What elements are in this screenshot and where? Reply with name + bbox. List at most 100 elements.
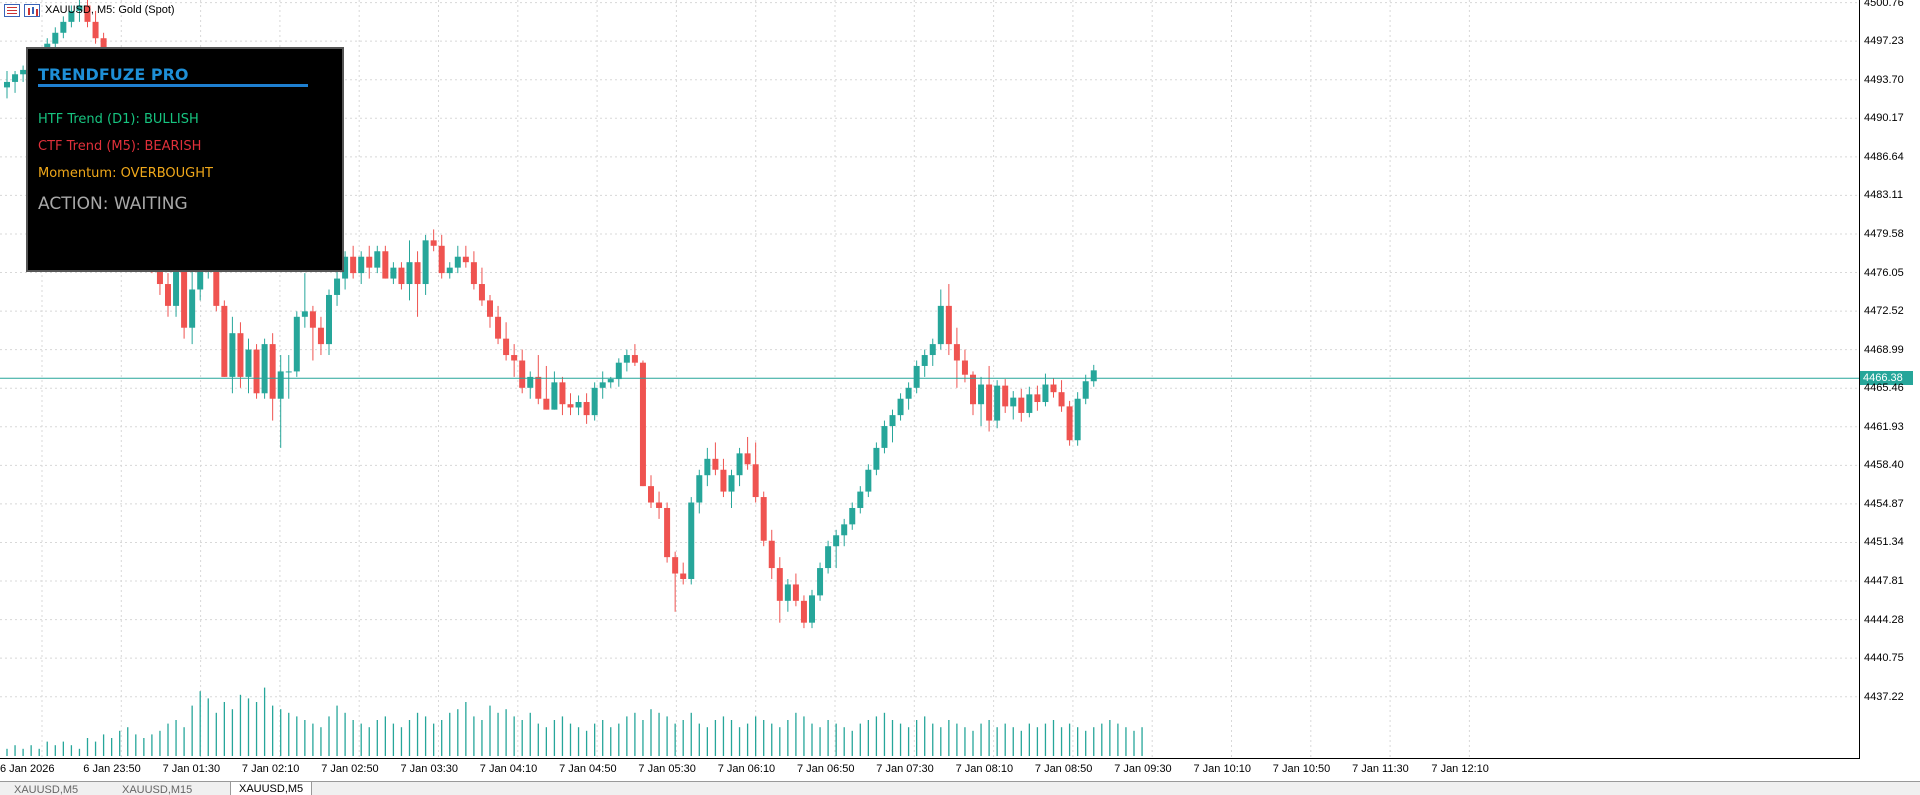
price-axis-label: 4465.46 [1864, 382, 1904, 395]
candle-body [945, 305, 952, 345]
candle-body [406, 262, 413, 285]
candle-body [768, 540, 775, 569]
candle-body [921, 355, 928, 366]
candle-body [559, 382, 566, 405]
price-axis-label: 4447.81 [1864, 575, 1904, 588]
time-axis-label: 7 Jan 02:50 [321, 763, 379, 775]
candle-body [889, 415, 896, 427]
price-axis-label: 4493.70 [1864, 73, 1904, 86]
candle-body [334, 278, 341, 295]
time-axis-label: 7 Jan 02:10 [241, 763, 300, 775]
candle-body [857, 491, 864, 508]
time-axis-label: 7 Jan 08:50 [1034, 763, 1093, 775]
candle-body [382, 251, 389, 279]
candle-body [495, 316, 502, 339]
action-text: ACTION: WAITING [38, 194, 188, 214]
time-axis-label: 7 Jan 11:30 [1352, 763, 1409, 775]
candle-body [680, 573, 687, 579]
candle-body [599, 382, 606, 388]
candle-body [92, 21, 99, 39]
candle-body [631, 355, 638, 363]
time-axis-label: 7 Jan 05:30 [638, 763, 696, 775]
candle-body [503, 338, 510, 356]
candle-body [720, 469, 727, 492]
candle-body [1010, 397, 1017, 407]
candle-body [937, 305, 944, 345]
candle-body [12, 74, 19, 82]
bar-chart-icon[interactable] [24, 3, 40, 17]
candle-body [833, 535, 840, 547]
htf-trend-text: HTF Trend (D1): BULLISH [38, 112, 199, 127]
candle-body [253, 349, 260, 394]
candle-body [470, 262, 477, 285]
list-icon[interactable] [4, 3, 20, 17]
candle-body [841, 524, 848, 536]
candle-body [60, 21, 67, 33]
candle-body [752, 464, 759, 498]
candle-body [929, 344, 936, 356]
candle-body [197, 262, 204, 290]
candle-body [165, 284, 171, 306]
chart-tab[interactable]: XAUUSD,M5 [14, 784, 79, 795]
chart-tab[interactable]: XAUUSD,M15 [122, 784, 193, 795]
candle-body [535, 376, 542, 399]
candle-body [961, 360, 968, 375]
candle-body [615, 362, 622, 380]
candle-body [1034, 394, 1041, 403]
time-axis-label: 7 Jan 07:30 [876, 763, 934, 775]
candle-body [905, 387, 912, 399]
candle-body [213, 251, 220, 306]
price-axis-label: 4476.05 [1864, 266, 1904, 279]
candle-body [664, 507, 671, 558]
candle-body [672, 557, 679, 574]
candle-body [800, 600, 807, 623]
candle-body [607, 379, 614, 383]
candle-body [398, 267, 405, 285]
price-axis-label: 4440.75 [1864, 652, 1904, 665]
candle-body [430, 240, 437, 246]
panel-title: TRENDFUZE PRO [38, 65, 189, 84]
candle-body [623, 355, 630, 363]
candle-body [897, 398, 904, 416]
candle-body [342, 256, 349, 279]
candle-body [478, 284, 485, 301]
candle-body [1066, 406, 1073, 441]
candle-body [583, 402, 590, 416]
candle-body [1042, 384, 1049, 403]
candle-body [784, 584, 791, 601]
candle-body [1026, 394, 1033, 413]
candle-body [277, 371, 284, 399]
candle-body [237, 333, 244, 377]
candle-body [817, 568, 824, 596]
candle-body [776, 568, 783, 601]
candle-body [1002, 385, 1009, 407]
candle-body [825, 546, 832, 569]
candle-body [527, 376, 534, 388]
candle-body [865, 469, 872, 492]
price-axis-label: 4483.11 [1864, 189, 1903, 202]
time-axis-label: 7 Jan 06:10 [717, 763, 776, 775]
candle-body [229, 333, 236, 377]
symbol-label: XAUUSD, M5: Gold (Spot) [45, 4, 175, 16]
candle-body [994, 385, 1001, 421]
candle-body [446, 267, 453, 274]
time-axis-label: 6 Jan 23:50 [83, 763, 141, 775]
candle-body [736, 453, 743, 476]
candle-body [245, 349, 252, 377]
candle-body [366, 256, 373, 268]
panel-divider [38, 84, 308, 87]
chart-tab[interactable]: XAUUSD,M5 [230, 782, 313, 795]
price-axis-label: 4458.40 [1864, 459, 1904, 472]
time-axis-label: 7 Jan 03:30 [400, 763, 459, 775]
time-axis-label: 7 Jan 09:30 [1114, 763, 1172, 775]
candle-body [1058, 392, 1065, 407]
candle-body [1074, 398, 1081, 441]
candle-body [970, 374, 976, 405]
candle-body [317, 327, 324, 345]
price-axis-label: 4486.64 [1864, 150, 1904, 163]
candle-body [173, 262, 180, 306]
candle-body [487, 300, 493, 317]
candle-body [519, 360, 526, 388]
price-axis-label: 4451.34 [1864, 536, 1904, 549]
chart-header: XAUUSD, M5: Gold (Spot) [0, 0, 175, 20]
